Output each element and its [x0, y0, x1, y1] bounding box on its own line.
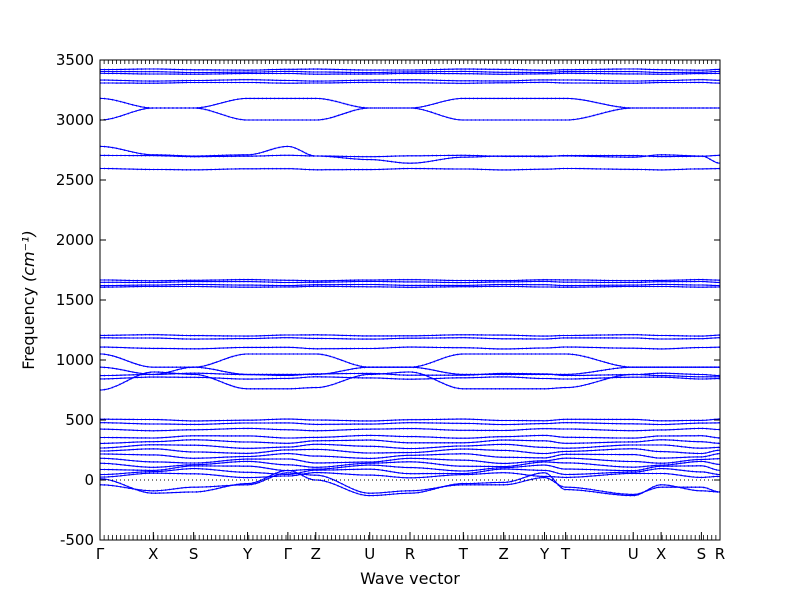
band-line — [100, 457, 720, 464]
x-tick-label: U — [628, 545, 639, 563]
band-points — [100, 336, 720, 340]
x-tick-label: X — [148, 545, 158, 563]
y-axis-label: Frequency (cm⁻¹) — [19, 230, 38, 369]
band-line — [100, 460, 720, 468]
band-points — [100, 68, 720, 71]
x-tick-label: X — [656, 545, 666, 563]
band-points — [100, 421, 720, 426]
band-line — [100, 439, 720, 444]
band-points — [100, 469, 720, 497]
y-tick-label: 1500 — [56, 291, 94, 309]
band-points — [100, 70, 720, 74]
x-tick-label: R — [715, 545, 725, 563]
x-tick-label: S — [697, 545, 707, 563]
band-points — [100, 434, 720, 439]
band-points — [100, 167, 720, 171]
band-line — [100, 443, 720, 450]
y-tick-label: 2500 — [56, 171, 94, 189]
y-tick-label: 3500 — [56, 51, 94, 69]
y-tick-label: 2000 — [56, 231, 94, 249]
band-points — [100, 72, 720, 76]
x-tick-label: Z — [498, 545, 508, 563]
x-tick-label: Y — [539, 545, 550, 563]
band-points — [100, 376, 720, 380]
band-points — [100, 78, 720, 82]
band-points — [100, 427, 720, 432]
band-points — [100, 371, 720, 391]
band-points — [100, 333, 720, 337]
x-tick-label: T — [458, 545, 469, 563]
x-axis-label: Wave vector — [360, 569, 460, 588]
y-tick-label: 500 — [65, 411, 94, 429]
x-tick-label: Γ — [96, 545, 105, 563]
x-tick-label: Z — [311, 545, 321, 563]
y-axis: -500 0 500 1000 1500 2000 2500 3000 3500 — [56, 51, 720, 549]
band-line — [100, 453, 720, 459]
band-points — [100, 283, 720, 287]
band-points — [100, 372, 720, 377]
x-tick-label: R — [405, 545, 415, 563]
y-tick-label: 1000 — [56, 351, 94, 369]
band-line — [100, 448, 720, 455]
x-tick-label: Γ — [284, 545, 293, 563]
y-axis-label-unit: (cm⁻¹) — [19, 230, 38, 282]
y-tick-label: -500 — [60, 531, 94, 549]
band-points — [100, 154, 720, 158]
band-points — [100, 145, 720, 164]
band-points — [100, 278, 720, 282]
band-points — [100, 418, 720, 422]
band-line — [100, 464, 720, 472]
band-points — [100, 346, 720, 350]
band-line — [100, 472, 720, 479]
band-points — [100, 97, 720, 109]
bands-layer — [100, 68, 720, 497]
band-points — [100, 472, 720, 496]
x-tick-label: U — [364, 545, 375, 563]
y-tick-label: 0 — [84, 471, 94, 489]
band-points — [100, 280, 720, 284]
y-tick-label: 3000 — [56, 111, 94, 129]
band-points — [100, 81, 720, 85]
band-line — [100, 468, 720, 476]
band-points — [100, 285, 720, 289]
band-line — [100, 107, 720, 121]
x-tick-label: Y — [242, 545, 253, 563]
band-line — [100, 366, 720, 375]
x-tick-label: S — [189, 545, 199, 563]
x-tick-label: T — [560, 545, 571, 563]
y-axis-label-text: Frequency — [19, 282, 38, 370]
